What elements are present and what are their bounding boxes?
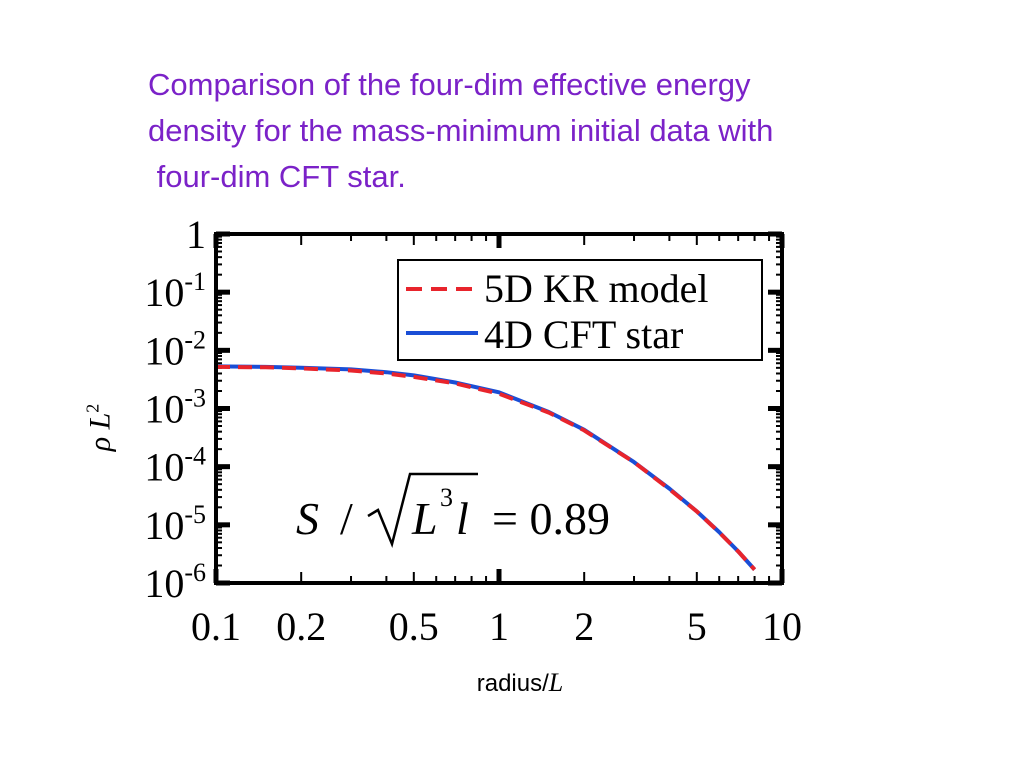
y-tick-label: 10-4: [144, 442, 206, 490]
y-tick-label: 10-1: [144, 267, 206, 315]
formula-L: L: [411, 493, 438, 544]
formula-l: l: [456, 493, 469, 544]
caption-line-2: density for the mass-minimum initial dat…: [148, 113, 774, 148]
x-tick-label: 0.2: [276, 604, 326, 649]
x-tick-label: 0.5: [389, 604, 439, 649]
x-axis-label-prefix: radius/: [476, 670, 549, 697]
y-tick-label: 10-2: [144, 325, 206, 373]
series-line-5d-kr: [216, 364, 757, 571]
x-axis-label: radius/L: [430, 668, 610, 698]
caption: Comparison of the four-dim effective ene…: [148, 62, 1008, 200]
legend: 5D KR model 4D CFT star: [397, 259, 763, 361]
formula-s: S: [296, 493, 319, 544]
formula-exp: 3: [440, 483, 453, 512]
formula-value: = 0.89: [492, 493, 610, 544]
y-tick-label: 10-3: [144, 384, 206, 432]
plot-frame: [214, 232, 784, 585]
y-axis-label: ρ L2: [83, 388, 118, 468]
x-axis-label-unit: L: [548, 668, 564, 697]
formula-slash: /: [340, 493, 353, 544]
y-tick-label: 10-5: [144, 500, 206, 548]
legend-label-cft: 4D CFT star: [484, 312, 683, 357]
x-tick-label: 1: [489, 604, 509, 649]
x-tick-label: 0.1: [191, 604, 241, 649]
legend-label-kr: 5D KR model: [484, 266, 708, 311]
x-tick-labels: 0.1 0.2 0.5 1 2 5 10: [191, 604, 802, 649]
annotation-formula: S / L 3 l = 0.89: [296, 472, 610, 548]
y-axis-label-exp: 2: [82, 403, 103, 413]
sqrt-sign: [367, 472, 478, 548]
caption-line-3: four-dim CFT star.: [148, 159, 406, 194]
x-tick-label: 10: [762, 604, 802, 649]
y-tick-labels: 1 10-1 10-2 10-3 10-4 10-5 10-6: [144, 212, 206, 606]
caption-line-1: Comparison of the four-dim effective ene…: [148, 67, 751, 102]
legend-box: [397, 259, 763, 361]
series-layer: [216, 364, 757, 571]
x-tick-label: 2: [574, 604, 594, 649]
x-tick-label: 5: [687, 604, 707, 649]
y-axis-label-main: ρ L: [83, 412, 117, 452]
y-tick-label: 1: [186, 212, 206, 257]
y-tick-label: 10-6: [144, 558, 206, 606]
